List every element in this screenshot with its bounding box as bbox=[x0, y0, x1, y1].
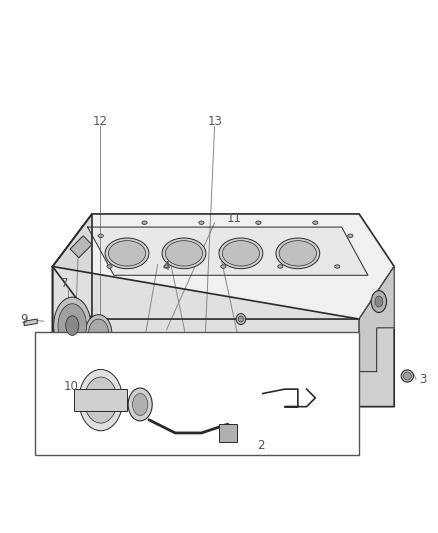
Ellipse shape bbox=[162, 238, 206, 269]
Ellipse shape bbox=[79, 369, 123, 431]
Text: 9: 9 bbox=[20, 313, 28, 326]
Ellipse shape bbox=[105, 238, 149, 269]
Ellipse shape bbox=[335, 265, 340, 268]
Polygon shape bbox=[88, 227, 368, 275]
Ellipse shape bbox=[84, 377, 117, 423]
Ellipse shape bbox=[208, 351, 213, 357]
Text: 7: 7 bbox=[61, 277, 69, 289]
Text: 4: 4 bbox=[162, 260, 170, 273]
Ellipse shape bbox=[371, 290, 387, 312]
Ellipse shape bbox=[260, 351, 265, 357]
Ellipse shape bbox=[375, 296, 383, 307]
Ellipse shape bbox=[127, 337, 135, 345]
Ellipse shape bbox=[142, 221, 147, 224]
Ellipse shape bbox=[164, 265, 169, 268]
Bar bbox=[35, 332, 359, 455]
Ellipse shape bbox=[221, 265, 226, 268]
Ellipse shape bbox=[184, 337, 192, 345]
Ellipse shape bbox=[303, 372, 311, 380]
Polygon shape bbox=[92, 376, 127, 398]
Ellipse shape bbox=[148, 349, 158, 360]
Ellipse shape bbox=[54, 297, 91, 354]
Ellipse shape bbox=[238, 316, 244, 322]
Polygon shape bbox=[53, 266, 359, 407]
Text: 11: 11 bbox=[227, 212, 242, 225]
Ellipse shape bbox=[401, 370, 413, 382]
Ellipse shape bbox=[222, 241, 259, 266]
Ellipse shape bbox=[325, 342, 332, 349]
Ellipse shape bbox=[58, 304, 87, 348]
Ellipse shape bbox=[205, 349, 215, 360]
Ellipse shape bbox=[88, 319, 109, 345]
Polygon shape bbox=[359, 266, 394, 372]
Ellipse shape bbox=[276, 238, 320, 269]
Ellipse shape bbox=[256, 221, 261, 224]
Polygon shape bbox=[53, 214, 394, 319]
Ellipse shape bbox=[199, 221, 204, 224]
Ellipse shape bbox=[219, 385, 227, 393]
Ellipse shape bbox=[98, 234, 103, 238]
Ellipse shape bbox=[348, 234, 353, 238]
Polygon shape bbox=[70, 236, 92, 258]
Ellipse shape bbox=[151, 351, 156, 357]
Polygon shape bbox=[263, 376, 298, 398]
Polygon shape bbox=[74, 389, 127, 411]
Polygon shape bbox=[359, 266, 394, 407]
Ellipse shape bbox=[106, 385, 113, 393]
Polygon shape bbox=[53, 214, 92, 407]
Text: 3: 3 bbox=[419, 373, 426, 386]
Text: 12: 12 bbox=[92, 115, 107, 127]
Ellipse shape bbox=[107, 265, 112, 268]
Ellipse shape bbox=[132, 393, 148, 415]
Text: 2: 2 bbox=[257, 439, 265, 451]
Ellipse shape bbox=[313, 221, 318, 224]
Ellipse shape bbox=[258, 349, 268, 360]
Ellipse shape bbox=[276, 385, 284, 393]
Ellipse shape bbox=[85, 314, 112, 350]
Text: 13: 13 bbox=[207, 115, 222, 127]
Ellipse shape bbox=[278, 265, 283, 268]
Polygon shape bbox=[24, 319, 37, 326]
Ellipse shape bbox=[279, 241, 316, 266]
Ellipse shape bbox=[66, 316, 79, 335]
Ellipse shape bbox=[162, 385, 170, 393]
Ellipse shape bbox=[108, 241, 145, 266]
Ellipse shape bbox=[219, 238, 263, 269]
Polygon shape bbox=[219, 424, 237, 442]
Polygon shape bbox=[206, 376, 241, 398]
Ellipse shape bbox=[128, 388, 152, 421]
Text: 10: 10 bbox=[64, 381, 79, 393]
Ellipse shape bbox=[236, 313, 246, 325]
Polygon shape bbox=[149, 376, 184, 398]
Ellipse shape bbox=[403, 372, 411, 380]
Ellipse shape bbox=[165, 241, 202, 266]
